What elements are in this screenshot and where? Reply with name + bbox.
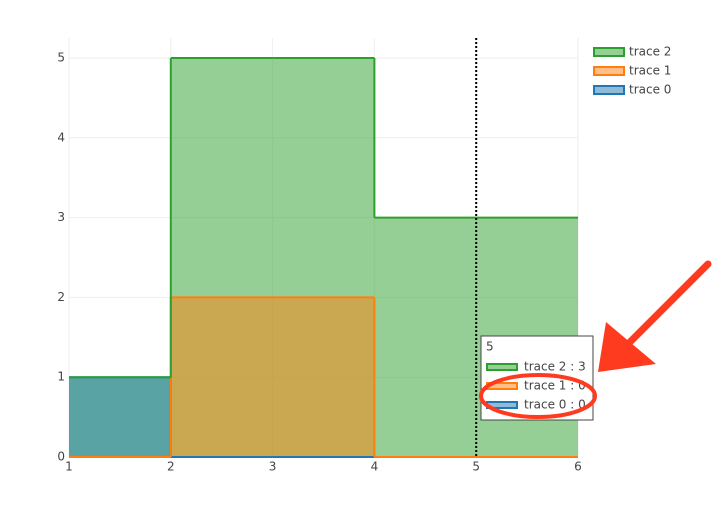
y-tick-label: 3 [57,210,65,224]
x-tick-label: 3 [269,460,277,474]
y-tick-label: 5 [57,50,65,64]
x-tick-label: 4 [371,460,379,474]
x-tick-label: 5 [472,460,480,474]
legend: trace 2 trace 1 trace 0 [593,45,671,97]
legend-label: trace 0 [629,83,671,97]
hover-box: 5 trace 2 : 3 trace 1 : 0 trace 0 : 0 [480,335,594,421]
y-tick-label: 1 [57,370,65,384]
hover-x: 5 [486,340,494,354]
highlight-circle [479,373,597,419]
area-fill [374,217,477,457]
y-tick-label: 0 [57,450,65,464]
y-tick-label: 2 [57,290,65,304]
hover-label: trace 1 : 0 [524,379,586,393]
area-fill [272,297,375,457]
legend-swatch [593,47,625,57]
legend-label: trace 2 [629,45,671,59]
hover-swatch [486,363,518,371]
area-fill [69,377,171,457]
y-tick-label: 4 [57,130,65,144]
annotation [479,260,712,419]
legend-swatch [593,85,625,95]
legend-label: trace 1 [629,64,671,78]
hover-label: trace 0 : 0 [524,398,586,412]
x-tick-label: 6 [574,460,582,474]
arrow-head [598,322,656,372]
hover-label: trace 2 : 3 [524,360,586,374]
legend-swatch [593,66,625,76]
x-tick-label: 2 [167,460,175,474]
area-fill [170,297,273,457]
x-tick-label: 1 [65,460,73,474]
